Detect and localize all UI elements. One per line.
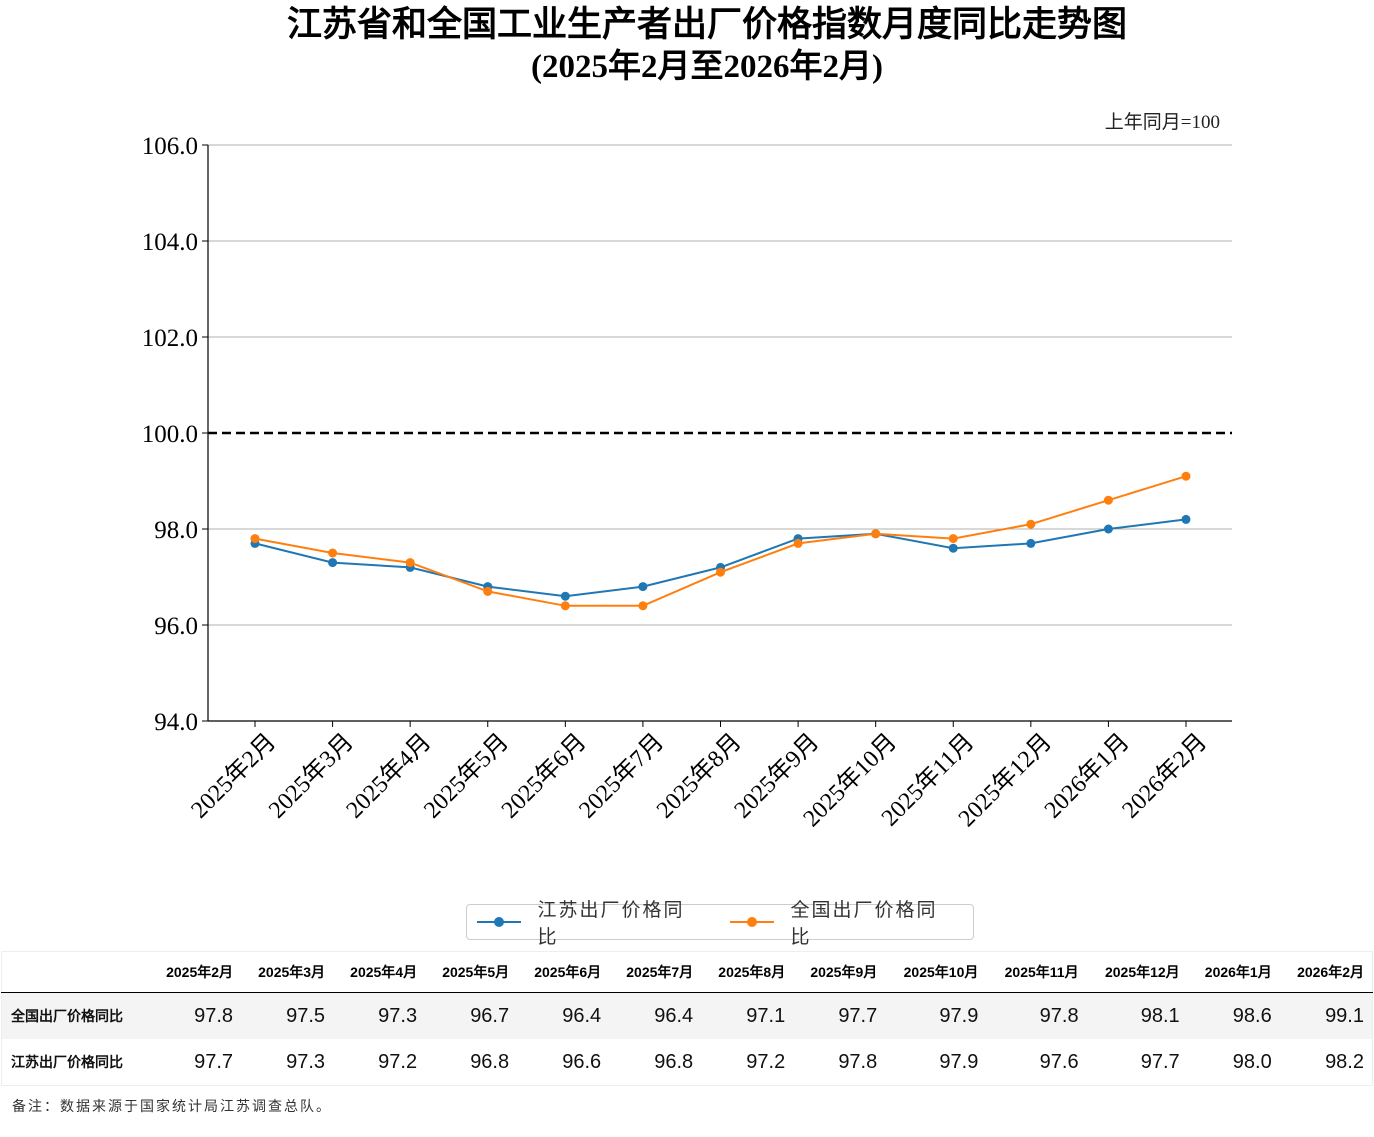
data-point	[560, 591, 570, 601]
chart-subtitle: (2025年2月至2026年2月)	[531, 49, 883, 85]
data-point	[948, 534, 958, 544]
data-point	[1181, 514, 1191, 524]
y-tick-label: 106.0	[142, 133, 198, 160]
table-corner	[1, 951, 149, 993]
table-cell: 99.1	[1279, 992, 1373, 1039]
legend-label: 江苏出厂价格同比	[537, 899, 685, 948]
data-point	[716, 567, 725, 577]
line-chart: 94.0 96.0 98.0 100.0 102.0 104.0 106.0 2025年2月…	[142, 133, 1232, 832]
data-table: 2025年2月 2025年3月 2025年4月 2025年5月 2025年6月 …	[1, 951, 1373, 1086]
data-point	[793, 538, 803, 548]
legend-marker-orange-icon	[730, 915, 774, 929]
table-cell: 97.3	[286, 1050, 326, 1073]
data-point	[871, 529, 881, 539]
table-cell: 97.7	[793, 992, 886, 1039]
column-header: 2025年4月	[333, 951, 426, 993]
table-cell: 97.6	[1039, 1050, 1079, 1073]
column-header: 2025年6月	[517, 951, 610, 993]
column-header: 2025年10月	[885, 951, 987, 993]
table-cell: 97.9	[939, 1050, 979, 1073]
data-point	[328, 548, 338, 558]
column-header: 2025年11月	[986, 951, 1087, 993]
table-cell: 98.2	[1325, 1050, 1364, 1073]
data-point	[483, 586, 493, 596]
table-cell: 97.8	[986, 992, 1087, 1039]
legend-label: 全国出厂价格同比	[790, 899, 938, 948]
y-tick-label: 102.0	[142, 325, 198, 352]
data-point	[560, 601, 570, 611]
column-header: 2026年2月	[1279, 951, 1373, 993]
table-cell: 97.7	[194, 1050, 234, 1073]
data-point	[1103, 495, 1113, 505]
footnote: 备注：数据来源于国家统计局江苏调查总队。	[12, 1099, 332, 1115]
y-tick-label: 100.0	[142, 421, 198, 448]
y-tick-label: 104.0	[142, 229, 198, 256]
axes	[202, 144, 1232, 727]
table-cell: 98.1	[1086, 992, 1188, 1039]
table-cell: 97.7	[1140, 1050, 1180, 1073]
table-header-row: 2025年2月 2025年3月 2025年4月 2025年5月 2025年6月 …	[1, 951, 1373, 993]
unit-note: 上年同月=100	[1104, 112, 1220, 133]
table-cell: 97.9	[885, 992, 987, 1039]
table-cell: 98.6	[1187, 992, 1280, 1039]
y-tick-labels: 94.0 96.0 98.0 100.0 102.0 104.0 106.0	[142, 133, 198, 736]
chart-title: 江苏省和全国工业生产者出厂价格指数月度同比走势图	[286, 5, 1127, 44]
y-tick-label: 98.0	[154, 517, 198, 544]
column-header: 2025年8月	[701, 951, 794, 993]
y-tick-label: 96.0	[154, 613, 198, 640]
data-point	[638, 601, 648, 611]
row-header: 全国出厂价格同比	[1, 992, 149, 1039]
table-cell: 96.4	[609, 992, 702, 1039]
table-cell: 97.8	[838, 1050, 878, 1073]
table-cell: 97.3	[333, 992, 426, 1039]
data-point	[328, 558, 338, 568]
y-tick-label: 94.0	[154, 709, 198, 736]
column-header: 2025年7月	[609, 951, 702, 993]
x-tick-labels: 2025年2月2025年3月2025年4月2025年5月2025年6月2025年…	[186, 728, 1212, 832]
table-cell: 97.2	[746, 1050, 786, 1073]
table-cell: 96.6	[562, 1050, 602, 1073]
series-0	[250, 514, 1191, 601]
data-point	[638, 582, 648, 592]
data-point	[948, 543, 958, 553]
column-header: 2025年9月	[793, 951, 886, 993]
table-cell: 96.7	[425, 992, 518, 1039]
series-line	[254, 518, 1187, 598]
column-header: 2026年1月	[1187, 951, 1280, 993]
table-row: 全国出厂价格同比 97.8 97.5 97.3 96.7 96.4 96.4 9…	[1, 992, 1373, 1039]
legend-item-jiangsu[interactable]: 江苏出厂价格同比	[477, 895, 692, 949]
table-cell: 96.8	[654, 1050, 694, 1073]
data-point	[1026, 538, 1036, 548]
table-cell: 96.8	[470, 1050, 510, 1073]
series-1	[250, 471, 1191, 611]
data-point	[1103, 524, 1113, 534]
column-header: 2025年3月	[241, 951, 334, 993]
legend: 江苏出厂价格同比 全国出厂价格同比	[466, 899, 974, 948]
row-header: 江苏出厂价格同比	[11, 1054, 123, 1070]
series	[250, 471, 1191, 611]
table-cell: 97.5	[241, 992, 334, 1039]
data-point	[1026, 519, 1036, 529]
table-cell: 96.4	[517, 992, 610, 1039]
legend-item-national[interactable]: 全国出厂价格同比	[730, 895, 945, 949]
column-header: 2025年12月	[1086, 951, 1188, 993]
data-point	[405, 558, 415, 568]
legend-marker-blue-icon	[477, 915, 521, 929]
table-cell: 97.2	[378, 1050, 418, 1073]
column-header: 2025年2月	[149, 951, 242, 993]
table-cell: 98.0	[1232, 1050, 1272, 1073]
table-cell: 97.1	[701, 992, 794, 1039]
table-row: 江苏出厂价格同比 97.7 97.3 97.2 96.8 96.6 96.8 9…	[2, 1039, 1373, 1086]
data-point	[250, 534, 260, 544]
x-tick-label: 2026年2月	[1117, 728, 1212, 823]
column-header: 2025年5月	[425, 951, 518, 993]
grid-lines	[208, 144, 1232, 626]
data-point	[1181, 471, 1191, 481]
table-cell: 97.8	[149, 992, 242, 1039]
